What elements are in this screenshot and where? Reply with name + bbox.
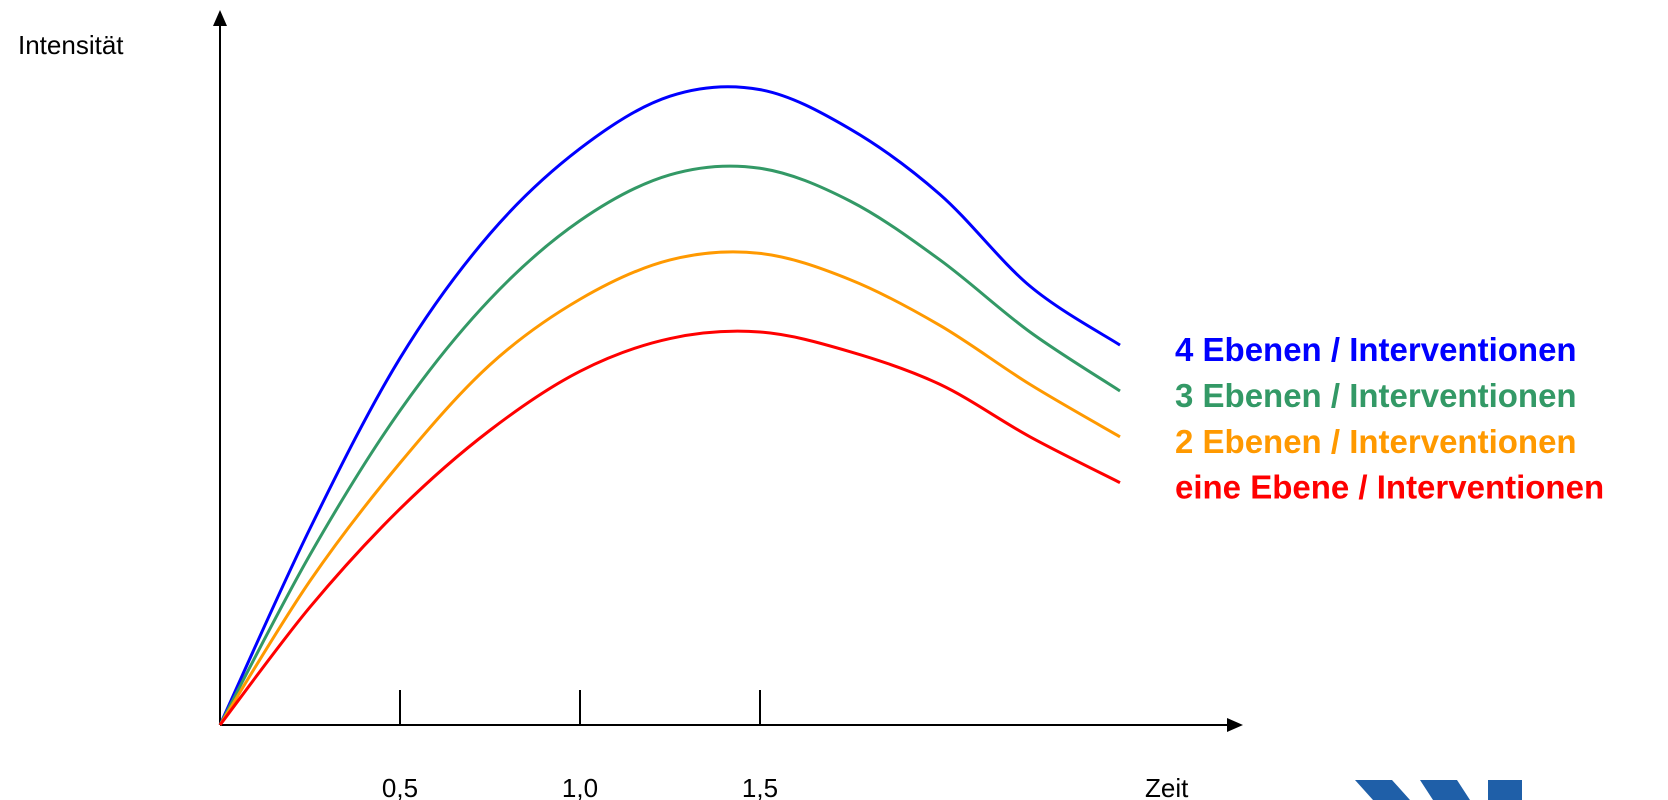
legend: 4 Ebenen / Interventionen 3 Ebenen / Inte…	[1175, 331, 1604, 506]
series-line-2	[218, 164, 1121, 726]
series-lines	[218, 85, 1121, 726]
series-line-1	[218, 85, 1121, 726]
legend-label: 2 Ebenen / Interventionen	[1175, 423, 1577, 460]
y-axis-label: Intensität	[18, 30, 124, 60]
x-axis-arrow	[1227, 718, 1243, 732]
x-ticks: 0,5 1,0 1,5	[382, 690, 778, 800]
legend-label: 4 Ebenen / Interventionen	[1175, 331, 1577, 368]
y-axis-arrow	[213, 10, 227, 26]
x-tick-label: 1,5	[742, 773, 778, 800]
series-line-3	[218, 250, 1121, 726]
legend-label: 3 Ebenen / Interventionen	[1175, 377, 1577, 414]
x-axis-label: Zeit	[1145, 773, 1189, 800]
x-tick-label: 1,0	[562, 773, 598, 800]
legend-label: eine Ebene / Interventionen	[1175, 469, 1604, 506]
x-tick-label: 0,5	[382, 773, 418, 800]
logo-mark	[1355, 780, 1522, 800]
series-line-4	[218, 329, 1121, 726]
